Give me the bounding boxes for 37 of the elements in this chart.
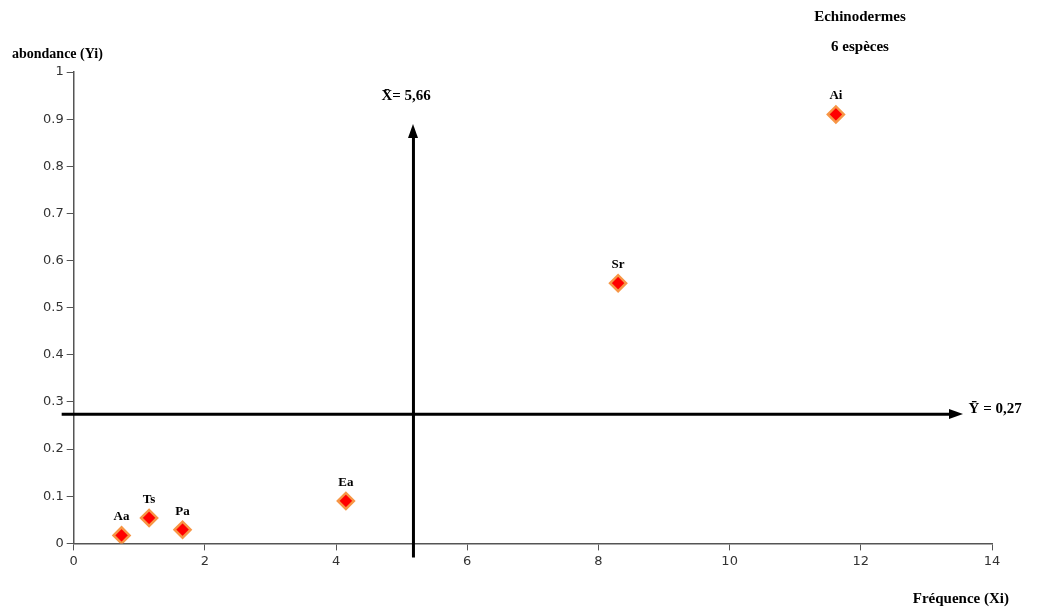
chart-subtitle: 6 espèces bbox=[830, 38, 890, 55]
y-tick-label: 0.7 bbox=[42, 204, 64, 220]
x-tick-label: 14 bbox=[983, 552, 1001, 568]
y-tick-label: 0 bbox=[55, 534, 64, 550]
point bbox=[112, 526, 131, 544]
y-tick-label: 0.3 bbox=[42, 393, 64, 409]
x-tick-label: 8 bbox=[594, 552, 603, 568]
y-axis-title: abondance (Yi) bbox=[12, 46, 103, 62]
x-axis-title: Fréquence (Xi) bbox=[912, 590, 1009, 607]
y-tick-label: 0.5 bbox=[42, 299, 64, 315]
y-tick-label: 1 bbox=[55, 63, 64, 79]
y-tick-label: 0.2 bbox=[42, 440, 64, 456]
x-tick-label: 6 bbox=[463, 552, 472, 568]
x-tick-label: 2 bbox=[200, 552, 209, 568]
x-tick-label: 10 bbox=[721, 552, 738, 568]
y-tick-label: 0.6 bbox=[42, 251, 64, 267]
series-label: Aa bbox=[113, 508, 130, 524]
point bbox=[336, 491, 356, 511]
x-tick-label: 0 bbox=[69, 552, 78, 568]
series-label: Ea bbox=[338, 473, 354, 489]
x-tick-label: 12 bbox=[852, 552, 870, 568]
point bbox=[608, 273, 628, 293]
series-label: Ts bbox=[142, 490, 156, 506]
y-tick-label: 0.4 bbox=[42, 346, 64, 362]
chart-title: Echinodermes bbox=[813, 8, 907, 25]
y-tick-label: 0.1 bbox=[42, 487, 64, 503]
ref-line-label: Ȳ = 0,27 bbox=[968, 399, 1023, 416]
annotation: X̄= 5,66 bbox=[381, 87, 432, 104]
point bbox=[826, 105, 846, 124]
series-label: Pa bbox=[175, 502, 191, 518]
x-tick-label: 4 bbox=[331, 552, 341, 568]
point bbox=[139, 508, 159, 528]
y-tick-label: 0.9 bbox=[42, 110, 64, 126]
y-tick-label: 0.8 bbox=[42, 157, 64, 173]
series-label: Ai bbox=[829, 87, 843, 103]
point bbox=[173, 520, 192, 539]
series-label: Sr bbox=[611, 256, 625, 272]
